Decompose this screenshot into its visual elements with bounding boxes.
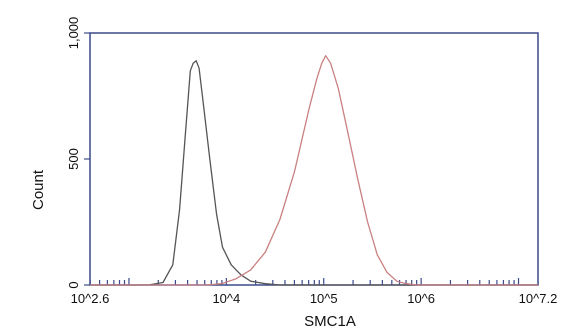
x-tick-label: 10^7.2 xyxy=(519,291,558,306)
y-axis-label: Count xyxy=(30,169,47,210)
y-axis: 0 500 1,000 xyxy=(66,17,90,289)
x-axis: 10^2.6 10^4 10^5 10^6 10^7.2 xyxy=(71,278,558,306)
x-tick-label: 10^6 xyxy=(407,291,435,306)
y-tick-label: 500 xyxy=(66,148,81,170)
x-tick-label: 10^4 xyxy=(212,291,240,306)
y-tick-label: 1,000 xyxy=(66,17,81,50)
plot-frame xyxy=(89,32,539,286)
y-tick-label: 0 xyxy=(66,281,81,288)
x-tick-label: 10^2.6 xyxy=(71,291,110,306)
histogram-curve-1 xyxy=(90,60,538,286)
histogram-curve-2 xyxy=(90,55,538,286)
series-group xyxy=(90,55,538,286)
x-axis-label: SMC1A xyxy=(304,313,356,330)
x-tick-label: 10^5 xyxy=(310,291,338,306)
